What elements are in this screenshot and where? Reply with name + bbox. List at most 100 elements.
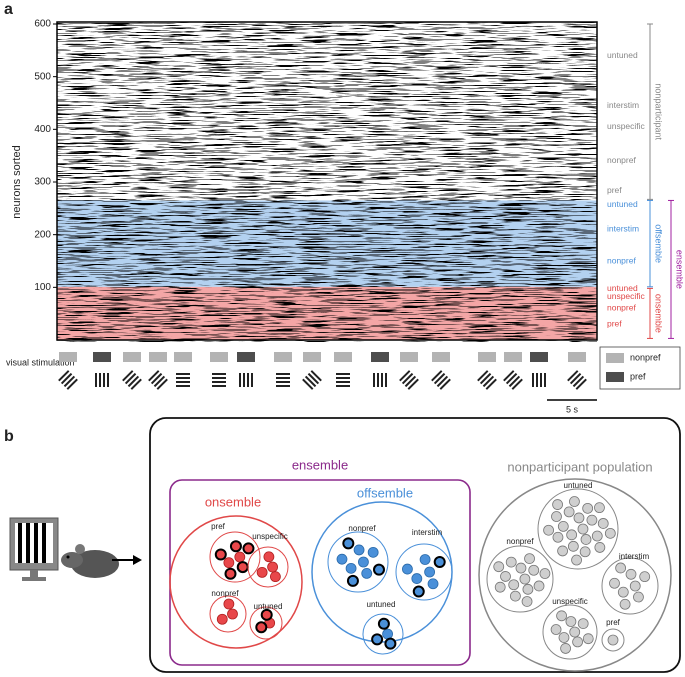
population-title: onsemble bbox=[205, 494, 261, 509]
y-tick-label: 100 bbox=[34, 282, 51, 293]
cell bbox=[234, 551, 246, 563]
cell bbox=[524, 553, 535, 565]
group-label: pref bbox=[211, 522, 226, 531]
grating-stripe bbox=[404, 375, 417, 388]
grating-stripe bbox=[124, 372, 137, 385]
stimulus bbox=[504, 352, 522, 362]
cell bbox=[639, 571, 651, 583]
cell bbox=[594, 502, 605, 514]
cell bbox=[269, 571, 281, 583]
stimulus bbox=[210, 352, 228, 362]
grating-icon bbox=[239, 373, 253, 387]
group-label: untuned bbox=[254, 602, 283, 611]
stimulus bbox=[237, 352, 255, 362]
cell bbox=[604, 527, 616, 539]
grating-icon bbox=[532, 373, 546, 387]
group-circle bbox=[601, 628, 625, 652]
cell bbox=[560, 643, 571, 654]
cell bbox=[528, 564, 540, 576]
cell bbox=[377, 617, 390, 630]
panel-b-frame bbox=[149, 417, 681, 673]
grating-stripe bbox=[511, 378, 523, 390]
cell bbox=[569, 626, 581, 638]
grating-stripe bbox=[407, 378, 419, 390]
cell bbox=[372, 563, 385, 576]
stimulation-label: visual stimulation bbox=[6, 357, 75, 367]
cell bbox=[508, 579, 520, 591]
cell bbox=[551, 511, 562, 522]
stimulus bbox=[174, 352, 192, 362]
grating-stripe bbox=[439, 378, 451, 390]
grating-stripe bbox=[567, 370, 579, 382]
grating-icon bbox=[122, 370, 142, 390]
grating-icon bbox=[373, 373, 387, 387]
raster-texture bbox=[57, 22, 597, 340]
stimulus bbox=[400, 352, 418, 362]
bracket-label: offsemble bbox=[654, 224, 664, 263]
subgroup-label: pref bbox=[607, 318, 622, 328]
cell bbox=[260, 608, 273, 621]
grating-stripe bbox=[436, 375, 449, 388]
stimulus bbox=[123, 352, 141, 362]
cell bbox=[223, 557, 235, 569]
group-circle bbox=[249, 606, 283, 640]
group-label: untuned bbox=[367, 600, 396, 609]
population-circle bbox=[169, 515, 303, 649]
stimulus bbox=[478, 352, 496, 362]
grating-stripe bbox=[479, 372, 492, 385]
stimulus bbox=[334, 352, 352, 362]
cell bbox=[580, 534, 592, 545]
grating-stripe bbox=[130, 378, 142, 390]
group-circle bbox=[209, 595, 247, 633]
group-label: interstim bbox=[619, 552, 650, 561]
grating-stripe bbox=[572, 375, 585, 388]
legend-swatch bbox=[606, 353, 624, 363]
stimulus bbox=[149, 352, 167, 362]
ensemble-title: ensemble bbox=[292, 457, 348, 472]
cell bbox=[625, 568, 637, 580]
group-circle bbox=[542, 604, 598, 660]
group-label: untuned bbox=[564, 481, 593, 490]
bracket-label: ensemble bbox=[675, 250, 685, 289]
cell bbox=[582, 633, 594, 645]
y-tick-label: 400 bbox=[34, 124, 51, 135]
grating-icon bbox=[148, 370, 168, 390]
subgroup-label: nonpref bbox=[607, 155, 636, 165]
cell bbox=[412, 585, 425, 598]
cell bbox=[571, 554, 582, 566]
grating-icon bbox=[58, 370, 78, 390]
cell bbox=[591, 530, 603, 542]
population-title: offsemble bbox=[357, 485, 413, 500]
cell bbox=[573, 512, 585, 524]
cell bbox=[533, 580, 545, 592]
cell bbox=[552, 531, 564, 543]
y-tick-label: 300 bbox=[34, 177, 51, 188]
legend-label: pref bbox=[630, 371, 646, 381]
bracket-label: onsemble bbox=[654, 294, 664, 333]
y-tick-label: 600 bbox=[34, 19, 51, 30]
grating-icon bbox=[477, 370, 497, 390]
group-label: unspecific bbox=[252, 532, 288, 541]
grating-icon bbox=[431, 370, 451, 390]
grating-stripe bbox=[575, 378, 587, 390]
cell bbox=[263, 551, 275, 563]
subgroup-label: untuned bbox=[607, 283, 638, 293]
mouse-illustration bbox=[9, 517, 142, 581]
grating-stripe bbox=[508, 375, 521, 388]
grating-stripe bbox=[433, 372, 446, 385]
legend-frame bbox=[599, 346, 681, 390]
grating-stripe bbox=[127, 375, 140, 388]
stimulus bbox=[274, 352, 292, 362]
cell bbox=[419, 554, 431, 565]
cell bbox=[242, 542, 255, 555]
cell bbox=[607, 634, 619, 646]
cell bbox=[216, 613, 228, 625]
subgroup-label: interstim bbox=[607, 224, 639, 234]
grating-stripe bbox=[307, 372, 320, 385]
cell bbox=[629, 580, 641, 592]
panel-label: b bbox=[4, 428, 14, 445]
grating-stripe bbox=[569, 372, 582, 385]
cell bbox=[342, 537, 355, 550]
grating-stripe bbox=[60, 372, 73, 385]
